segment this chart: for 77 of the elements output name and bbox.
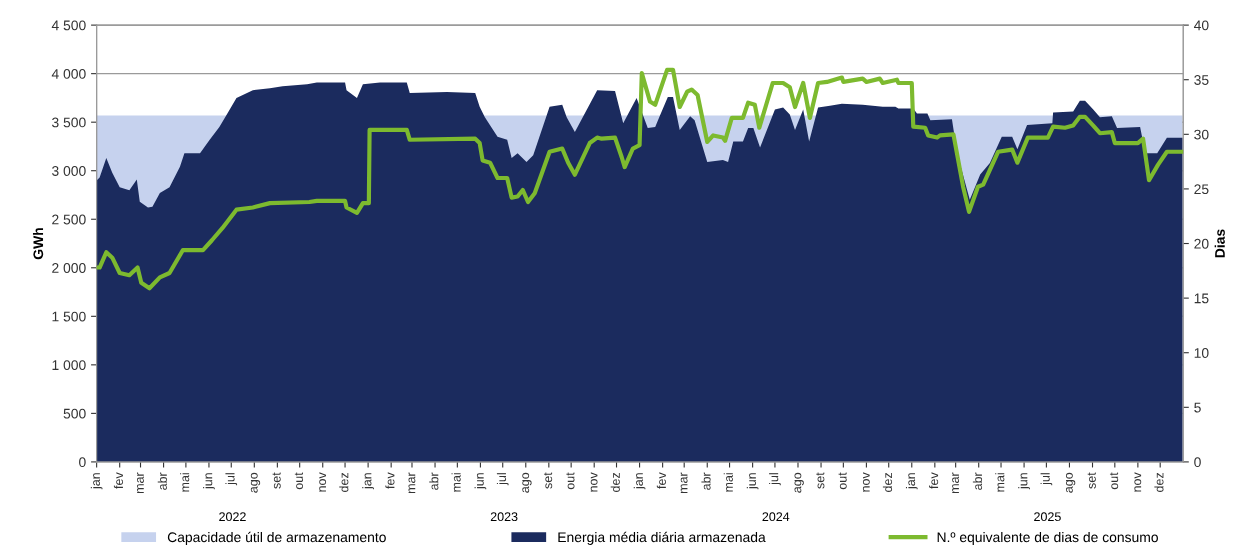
x-tick-label: abr xyxy=(157,472,167,490)
text: 2024 xyxy=(762,512,790,522)
x-tick-label: mai xyxy=(723,473,733,492)
x-tick-label: out xyxy=(1109,472,1119,490)
text: 2022 xyxy=(219,512,246,522)
x-tick-label: jan xyxy=(633,473,646,490)
x-tick-label: mai xyxy=(180,473,190,492)
x-tick-label: jan xyxy=(362,473,374,490)
y-axis-title: GWh xyxy=(32,228,44,260)
x-tick-label: jan xyxy=(90,473,103,490)
line-series xyxy=(96,67,1184,291)
x-tick-label: jul xyxy=(225,473,238,486)
x-tick-label: jun xyxy=(746,473,759,490)
x-tick-label: nov xyxy=(590,472,598,492)
x-tick-label: mar xyxy=(680,472,688,494)
x-tick-label: out xyxy=(566,472,575,490)
x-tick-label: ago xyxy=(1065,472,1076,493)
x-tick-label: mar xyxy=(408,472,416,494)
x-tick-label: mai xyxy=(995,473,1005,492)
y-tick-label: 2 500 xyxy=(52,214,86,225)
x-tick-label: ago xyxy=(522,472,532,493)
x-tick-label: jun xyxy=(474,473,487,490)
y2-tick-label: 20 xyxy=(1194,238,1209,249)
y2-axis-title: Dias xyxy=(1214,229,1225,258)
legend-label: Capacidade útil de armazenamento xyxy=(167,531,386,545)
x-tick-label: nov xyxy=(319,472,327,492)
x-tick-label: jul xyxy=(769,473,781,486)
y-tick-label: 4 000 xyxy=(51,68,86,79)
x-tick-label: dez xyxy=(339,472,349,492)
x-tick-label: fev xyxy=(929,472,939,489)
y2-tick-label: 40 xyxy=(1193,20,1209,31)
x-tick-label: dez xyxy=(1154,472,1164,492)
x-tick-label: set xyxy=(543,472,553,489)
y2-tick-label: 15 xyxy=(1194,293,1209,304)
y-tick-label: 2 000 xyxy=(52,263,86,273)
text: 2023 xyxy=(490,512,518,522)
x-tick-label: fev xyxy=(385,472,395,489)
y-tick-label: 3 000 xyxy=(52,166,86,176)
x-tick-label: mai xyxy=(451,473,461,492)
legend-label: N.º equivalente de dias de consumo xyxy=(937,531,1158,545)
x-tick-label: abr xyxy=(972,472,983,490)
y-tick-label: 0 xyxy=(79,457,86,468)
x-tick-label: abr xyxy=(429,472,439,490)
x-tick-label: jan xyxy=(905,473,918,490)
y-tick-label: 1 500 xyxy=(52,311,86,322)
x-tick-label: nov xyxy=(1134,472,1142,492)
x-tick-label: jul xyxy=(496,473,509,486)
y2-tick-label: 25 xyxy=(1194,184,1209,195)
y2-tick-label: 5 xyxy=(1194,402,1201,413)
y-tick-label: 500 xyxy=(63,408,86,419)
x-tick-label: abr xyxy=(701,472,711,490)
x-tick-label: mar xyxy=(137,472,144,494)
y2-tick-label: 30 xyxy=(1194,129,1209,140)
x-tick-label: fev xyxy=(113,472,124,489)
y2-tick-label: 0 xyxy=(1194,457,1201,468)
x-tick-label: set xyxy=(816,472,825,489)
x-tick-label: out xyxy=(294,472,304,490)
x-tick-label: set xyxy=(1087,472,1096,489)
x-tick-label: dez xyxy=(882,472,893,492)
x-tick-label: ago xyxy=(794,472,804,493)
x-tick-label: mar xyxy=(952,472,960,494)
x-tick-label: jun xyxy=(1018,473,1030,490)
x-tick-label: out xyxy=(838,472,847,490)
y-tick-label: 3 500 xyxy=(52,117,86,128)
text: 2025 xyxy=(1034,512,1061,522)
x-tick-label: jul xyxy=(1040,473,1053,486)
x-tick-label: jun xyxy=(203,473,215,490)
y-tick-label: 1 000 xyxy=(52,360,86,371)
y-tick-label: 4 500 xyxy=(51,20,86,31)
x-tick-label: dez xyxy=(610,472,620,492)
x-tick-label: ago xyxy=(250,472,261,493)
x-tick-label: fev xyxy=(656,472,666,489)
x-tick-label: nov xyxy=(862,472,870,492)
y2-tick-label: 10 xyxy=(1194,348,1209,358)
x-tick-label: set xyxy=(272,472,281,489)
legend-label: Energia média diária armazenada xyxy=(558,531,766,545)
y2-tick-label: 35 xyxy=(1194,75,1209,85)
